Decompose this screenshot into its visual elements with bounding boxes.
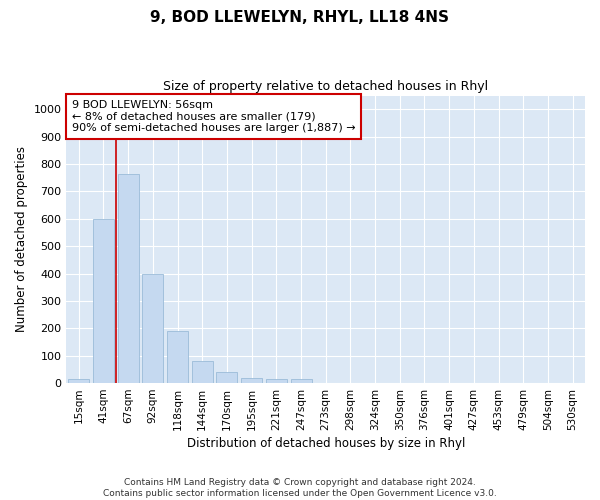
Bar [68,379,89,383]
Text: 9 BOD LLEWELYN: 56sqm
← 8% of detached houses are smaller (179)
90% of semi-deta: 9 BOD LLEWELYN: 56sqm ← 8% of detached h… [71,100,355,133]
Text: Contains HM Land Registry data © Crown copyright and database right 2024.
Contai: Contains HM Land Registry data © Crown c… [103,478,497,498]
Bar [167,331,188,383]
X-axis label: Distribution of detached houses by size in Rhyl: Distribution of detached houses by size … [187,437,465,450]
Bar [266,379,287,383]
Y-axis label: Number of detached properties: Number of detached properties [15,146,28,332]
Title: Size of property relative to detached houses in Rhyl: Size of property relative to detached ho… [163,80,488,93]
Bar [290,379,311,383]
Bar [142,274,163,383]
Bar [217,372,238,383]
Bar [93,219,114,383]
Bar [192,361,213,383]
Bar [241,378,262,383]
Bar [118,174,139,383]
Text: 9, BOD LLEWELYN, RHYL, LL18 4NS: 9, BOD LLEWELYN, RHYL, LL18 4NS [151,10,449,25]
